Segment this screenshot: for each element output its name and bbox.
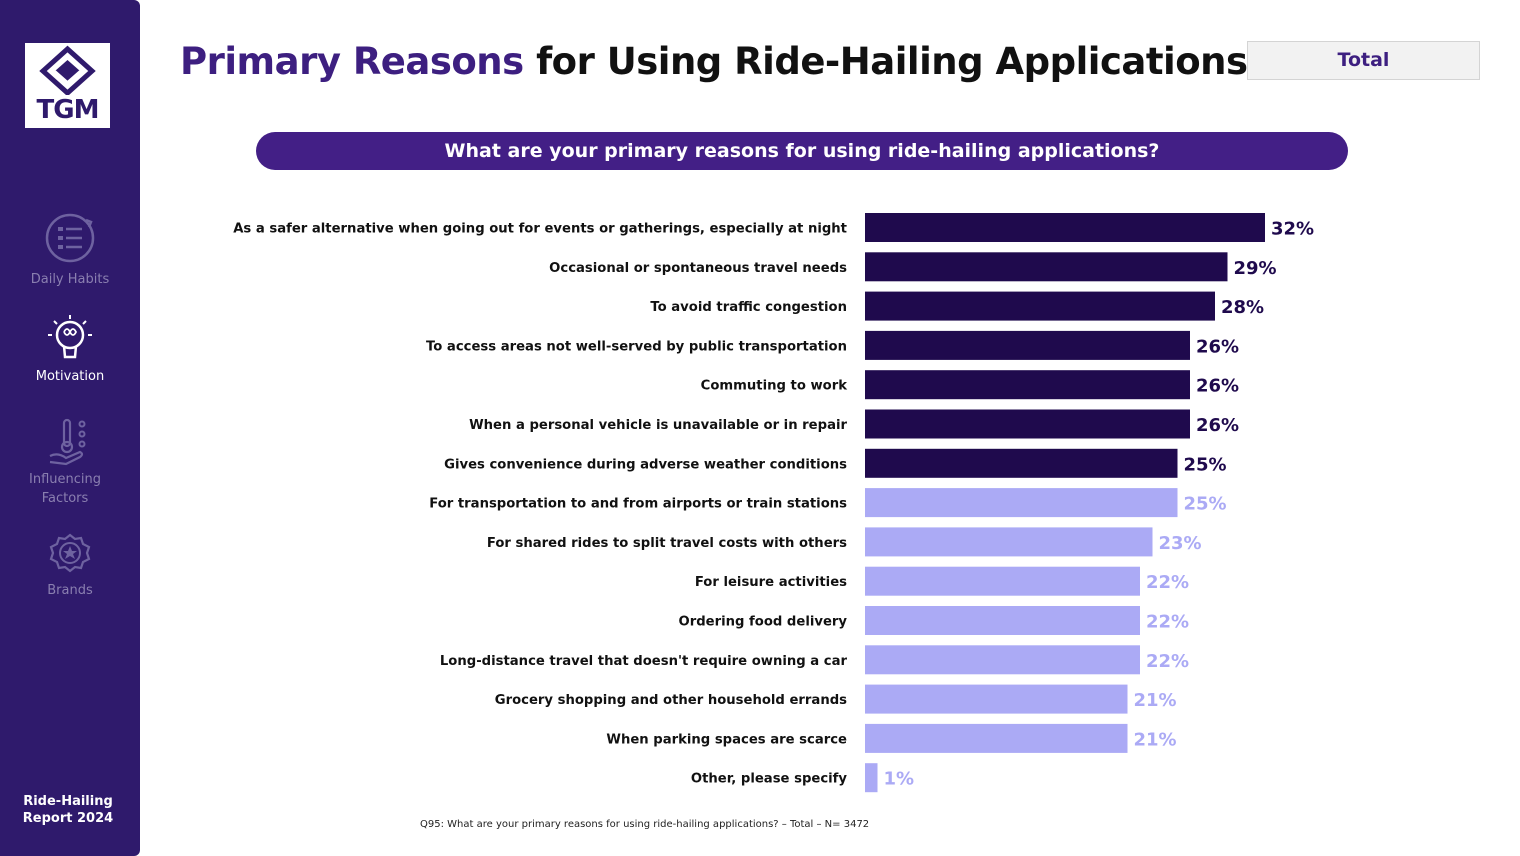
bar — [865, 448, 1178, 478]
sidebar-item-label: Influencing Factors — [29, 472, 101, 506]
segment-filter-button[interactable]: Total — [1247, 41, 1480, 80]
sidebar-item-label: Brands — [47, 583, 93, 598]
bar — [865, 723, 1128, 753]
logo-text: TGM — [36, 95, 100, 125]
bar — [865, 291, 1215, 321]
bar — [865, 409, 1190, 439]
influencing-factors-icon — [49, 418, 86, 466]
category-label: Ordering food delivery — [679, 615, 848, 630]
value-label: 32% — [1271, 219, 1314, 240]
value-label: 21% — [1134, 729, 1177, 750]
value-label: 22% — [1146, 572, 1189, 593]
sidebar-item-brands[interactable]: Brands — [0, 533, 140, 600]
category-label: Gives convenience during adverse weather… — [444, 457, 847, 472]
value-label: 26% — [1196, 336, 1239, 357]
value-label: 22% — [1146, 612, 1189, 633]
bar — [865, 213, 1265, 242]
category-label: When parking spaces are scarce — [606, 732, 847, 747]
bar — [865, 488, 1178, 518]
page-title-accent: Primary Reasons — [180, 40, 524, 83]
bar — [865, 763, 878, 793]
value-label: 1% — [884, 769, 915, 790]
category-label: For leisure activities — [695, 575, 847, 590]
category-label: Commuting to work — [701, 379, 849, 394]
sidebar-item-influencing-factors[interactable]: Influencing Factors — [0, 416, 140, 508]
value-label: 26% — [1196, 376, 1239, 397]
category-label: For shared rides to split travel costs w… — [487, 536, 847, 551]
sidebar-item-motivation[interactable]: Motivation — [0, 313, 140, 386]
value-label: 23% — [1159, 533, 1202, 554]
value-label: 28% — [1221, 297, 1264, 318]
sidebar-item-daily-habits[interactable]: Daily Habits — [0, 210, 140, 289]
category-label: Other, please specify — [691, 772, 848, 787]
category-label: To access areas not well-served by publi… — [426, 339, 847, 354]
report-label: Ride-Hailing Report 2024 — [22, 794, 114, 826]
bar — [865, 606, 1140, 635]
tgm-logo[interactable]: TGM — [25, 43, 110, 128]
category-label: For transportation to and from airports … — [429, 497, 847, 512]
bar — [865, 645, 1140, 675]
value-label: 26% — [1196, 415, 1239, 436]
logo-mark-icon — [39, 45, 96, 95]
category-label: To avoid traffic congestion — [650, 300, 847, 315]
bar — [865, 566, 1140, 596]
sidebar-item-label: Daily Habits — [30, 272, 110, 287]
page-title-rest: for Using Ride-Hailing Applications — [523, 40, 1248, 83]
sidebar-item-label: Motivation — [35, 369, 105, 384]
brands-icon — [49, 533, 91, 573]
category-label: Long-distance travel that doesn't requir… — [440, 654, 848, 669]
bar — [865, 330, 1190, 360]
lightbulb-icon — [48, 315, 92, 359]
value-label: 29% — [1234, 258, 1277, 279]
bar — [865, 527, 1153, 557]
bar — [865, 370, 1190, 400]
category-label: When a personal vehicle is unavailable o… — [469, 418, 847, 433]
category-label: Occasional or spontaneous travel needs — [549, 261, 847, 276]
bar — [865, 252, 1228, 282]
value-label: 22% — [1146, 651, 1189, 672]
category-label: Grocery shopping and other household err… — [495, 693, 847, 708]
source-note: Q95: What are your primary reasons for u… — [420, 819, 870, 830]
value-label: 25% — [1184, 454, 1227, 475]
sidebar: TGM Daily Habits Motivation — [0, 0, 140, 856]
daily-habits-icon — [45, 213, 95, 263]
category-label: As a safer alternative when going out fo… — [233, 222, 847, 237]
value-label: 25% — [1184, 494, 1227, 515]
bar — [865, 684, 1128, 714]
page-title: Primary Reasons for Using Ride-Hailing A… — [180, 40, 1248, 83]
value-label: 21% — [1134, 690, 1177, 711]
question-banner: What are your primary reasons for using … — [256, 132, 1348, 170]
